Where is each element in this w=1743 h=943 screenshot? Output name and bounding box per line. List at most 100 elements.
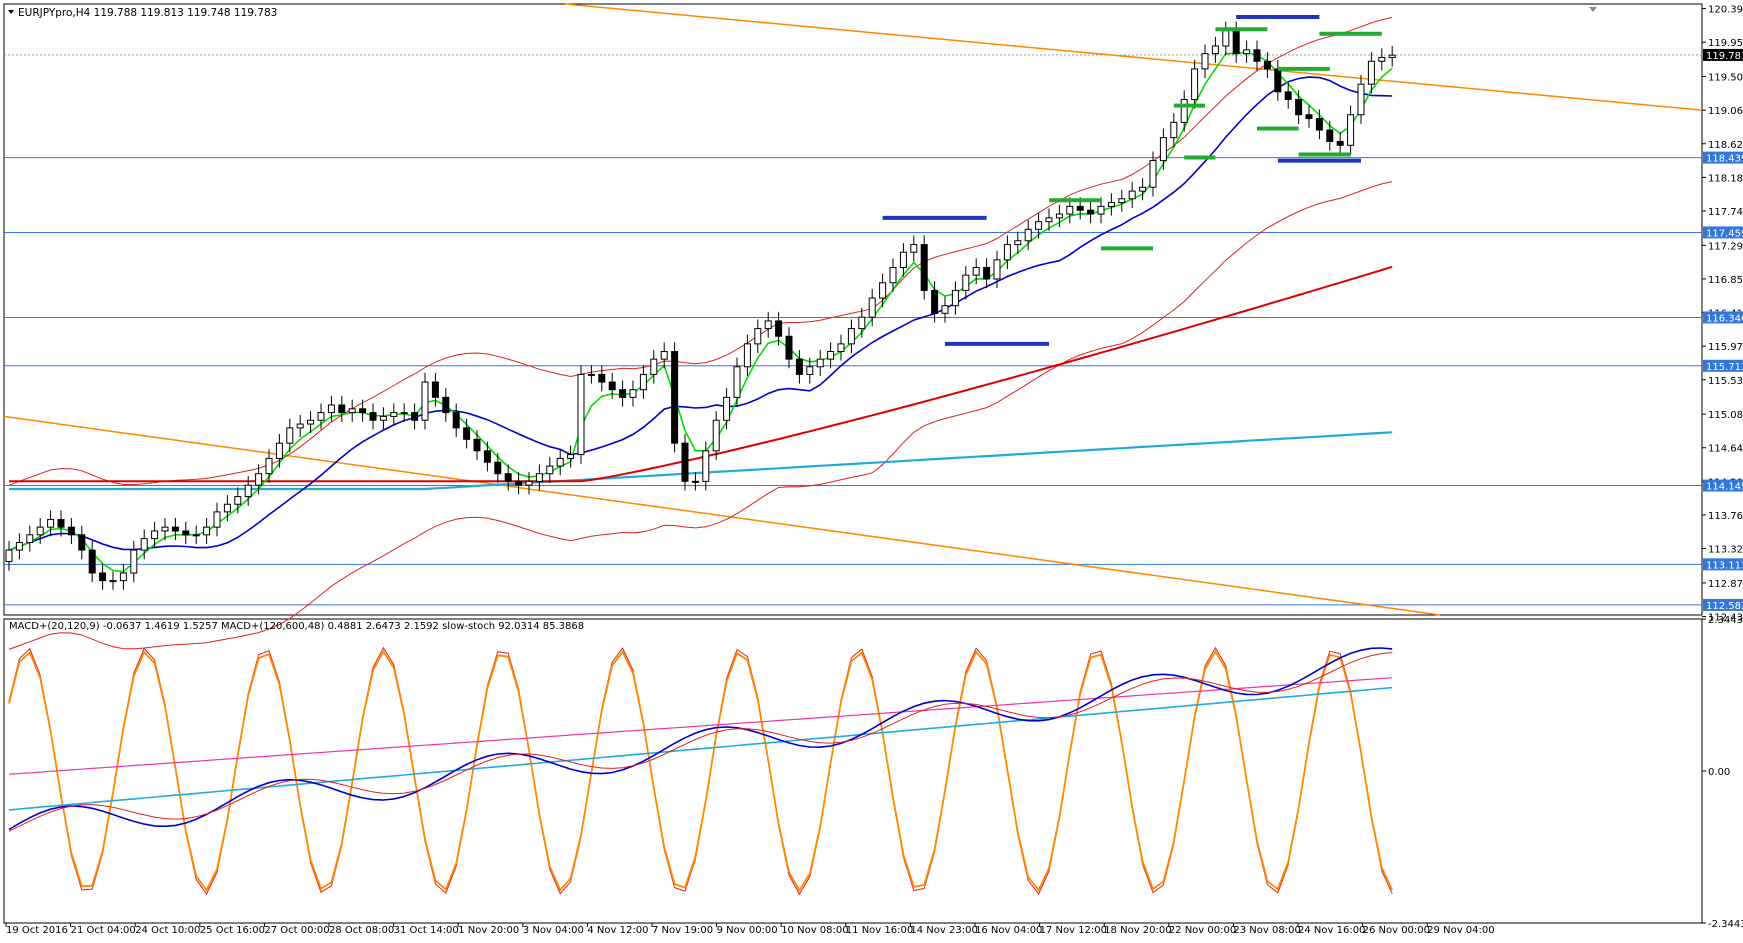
candle-body xyxy=(1003,244,1011,261)
candle-body xyxy=(546,465,554,475)
price-label: 113.113 xyxy=(1706,560,1743,571)
candle-body xyxy=(317,412,325,421)
candle-body xyxy=(1139,186,1147,192)
candle-body xyxy=(983,266,991,280)
candle-body xyxy=(1087,209,1095,215)
candle-body xyxy=(99,572,107,582)
candle-body xyxy=(1378,56,1386,62)
price-tick-label: 118.620 xyxy=(1708,140,1743,151)
candle-body xyxy=(1170,121,1178,139)
price-tick-label: 113.320 xyxy=(1708,545,1743,556)
candle-body xyxy=(650,358,658,375)
price-label-box xyxy=(1703,558,1743,571)
time-tick-label: 3 Nov 04:00 xyxy=(523,925,584,936)
candle-body xyxy=(587,373,595,376)
time-tick-label: 11 Nov 16:00 xyxy=(846,925,913,936)
candle-body xyxy=(431,381,439,398)
candle-body xyxy=(868,297,876,318)
ma-100 xyxy=(9,265,1393,483)
time-tick-label: 1 Nov 20:00 xyxy=(458,925,519,936)
candle-body xyxy=(889,266,897,284)
macd-long-signal xyxy=(8,677,1393,775)
candle-body xyxy=(182,530,190,536)
time-tick-label: 16 Nov 04:00 xyxy=(975,925,1042,936)
candle-body xyxy=(702,450,710,482)
price-tick-label: 119.500 xyxy=(1708,73,1743,84)
candle-body xyxy=(951,289,959,307)
candle-body xyxy=(255,473,263,486)
price-tick-label: 115.080 xyxy=(1708,410,1743,421)
indicator-header: MACD+(20,120,9) -0.0637 1.4619 1.5257 MA… xyxy=(9,621,584,632)
price-tick-label: 119.950 xyxy=(1708,38,1743,49)
price-label: 112.582 xyxy=(1706,601,1743,612)
candle-body xyxy=(1014,240,1022,246)
ma-8 xyxy=(8,51,1393,573)
candle-body xyxy=(1388,54,1396,58)
candle-body xyxy=(775,320,783,337)
candle-body xyxy=(171,526,179,532)
candle-body xyxy=(879,282,887,299)
candle-body xyxy=(681,442,689,482)
candle-body xyxy=(608,381,616,391)
price-label-box xyxy=(1703,479,1743,492)
candle-body xyxy=(379,415,387,421)
price-label-box xyxy=(1703,151,1743,164)
candle-body xyxy=(764,320,772,330)
candle-body xyxy=(286,427,294,444)
candle-body xyxy=(452,412,460,429)
indicator-panel xyxy=(3,618,1703,924)
candle-body xyxy=(837,343,845,353)
time-tick-label: 14 Nov 23:00 xyxy=(910,925,977,936)
candle-body xyxy=(1263,60,1271,70)
ma-21 xyxy=(8,76,1393,551)
candle-body xyxy=(910,244,918,253)
candle-body xyxy=(494,461,502,475)
candle-body xyxy=(265,457,273,475)
price-label: 117.459 xyxy=(1706,228,1743,239)
candle-body xyxy=(57,519,65,528)
candle-body xyxy=(1253,49,1261,62)
shift-marker-icon[interactable] xyxy=(1589,7,1597,12)
candle-body xyxy=(962,274,970,291)
candle-body xyxy=(1180,98,1188,123)
candle-body xyxy=(723,396,731,421)
osc-tick-label: -2.3443 xyxy=(1708,919,1743,930)
time-tick-label: 27 Oct 00:00 xyxy=(264,925,329,936)
candle-body xyxy=(660,351,668,360)
candle-body xyxy=(1243,49,1251,55)
candle-body xyxy=(515,480,523,486)
candle-body xyxy=(359,408,367,414)
price-tick-label: 115.970 xyxy=(1708,342,1743,353)
candle-body xyxy=(130,549,138,574)
price-tick-label: 119.060 xyxy=(1708,106,1743,117)
candle-body xyxy=(1201,53,1209,70)
time-tick-label: 26 Nov 00:00 xyxy=(1363,925,1430,936)
time-tick-label: 17 Nov 12:00 xyxy=(1040,925,1107,936)
candle-body xyxy=(400,412,408,415)
price-label: 116.346 xyxy=(1706,313,1743,324)
candle-body xyxy=(827,351,835,360)
time-tick-label: 21 Oct 04:00 xyxy=(71,925,136,936)
candle-body xyxy=(47,519,55,528)
price-panel xyxy=(3,3,1703,616)
candle-body xyxy=(307,419,315,425)
candle-body xyxy=(369,412,377,421)
time-tick-label: 19 Oct 2016 xyxy=(6,925,68,936)
candle-body xyxy=(577,373,585,456)
collapse-icon[interactable] xyxy=(8,10,14,14)
candle-body xyxy=(1336,140,1344,146)
price-tick-label: 120.390 xyxy=(1708,5,1743,16)
band-lower xyxy=(8,181,1393,650)
candle-body xyxy=(442,396,450,414)
candle-body xyxy=(421,381,429,421)
price-label: 118.439 xyxy=(1706,154,1743,165)
price-tick-label: 117.740 xyxy=(1708,207,1743,218)
price-tick-label: 112.430 xyxy=(1708,613,1743,624)
price-label-box xyxy=(1703,311,1743,324)
candle-body xyxy=(931,289,939,314)
candle-body xyxy=(1107,202,1115,207)
candle-body xyxy=(1284,91,1292,100)
macd-signal xyxy=(8,652,1393,832)
